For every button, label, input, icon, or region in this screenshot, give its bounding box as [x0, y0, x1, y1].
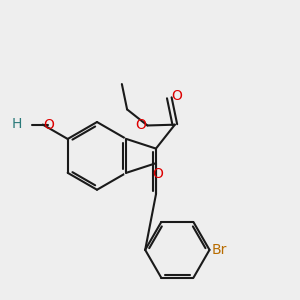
Text: O: O [43, 118, 54, 132]
Text: Br: Br [212, 243, 227, 257]
Text: H: H [11, 117, 22, 131]
Text: O: O [172, 89, 182, 103]
Text: O: O [152, 167, 163, 181]
Text: O: O [135, 118, 146, 132]
